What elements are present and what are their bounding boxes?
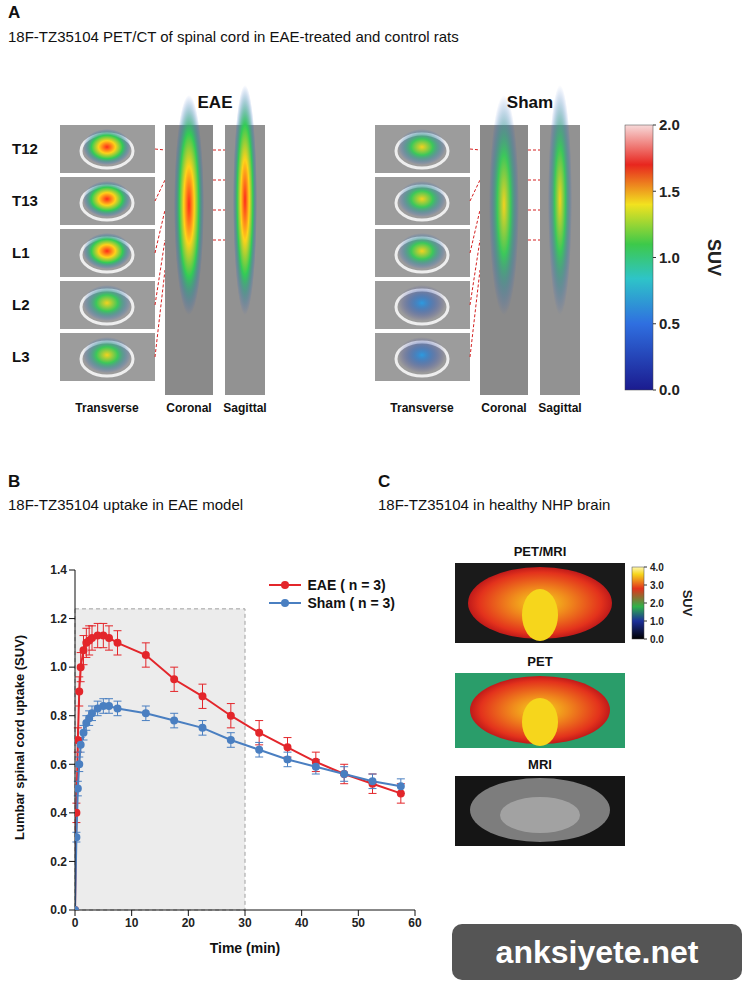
svg-text:PET: PET (527, 654, 552, 669)
svg-text:1.2: 1.2 (50, 612, 67, 626)
svg-text:3.0: 3.0 (650, 580, 664, 591)
svg-text:60: 60 (408, 916, 422, 930)
svg-text:0.0: 0.0 (50, 903, 67, 917)
svg-text:L1: L1 (12, 244, 30, 261)
html-text:18F-TZ35104 uptake in EAE mode: 18F-TZ35104 uptake in EAE model (8, 496, 244, 513)
svg-text:Sham: Sham (507, 93, 553, 112)
svg-text:T13: T13 (12, 192, 38, 209)
svg-text:C: C (378, 472, 390, 491)
svg-text:0.4: 0.4 (50, 806, 67, 820)
svg-text:SUV: SUV (704, 239, 724, 276)
svg-text:L3: L3 (12, 348, 30, 365)
svg-text:SUV: SUV (680, 590, 695, 617)
svg-text:40: 40 (295, 916, 309, 930)
svg-text:0: 0 (72, 916, 79, 930)
svg-text:Sagittal: Sagittal (538, 401, 581, 415)
svg-text:10: 10 (125, 916, 139, 930)
svg-text:2.0: 2.0 (659, 116, 680, 133)
html-text:B: B (8, 472, 21, 491)
svg-text:MRI: MRI (528, 757, 552, 772)
svg-text:0.2: 0.2 (50, 855, 67, 869)
svg-text:1.0: 1.0 (50, 660, 67, 674)
svg-text:50: 50 (352, 916, 366, 930)
svg-text:EAE: EAE (198, 93, 233, 112)
svg-text:A: A (8, 3, 20, 22)
svg-text:30: 30 (238, 916, 252, 930)
svg-text:1.5: 1.5 (659, 183, 680, 200)
svg-text:0.0: 0.0 (650, 634, 664, 645)
svg-text:1.4: 1.4 (50, 563, 67, 577)
svg-text:0.5: 0.5 (659, 315, 680, 332)
svg-text:PET/MRI: PET/MRI (514, 544, 567, 559)
svg-text:1.0: 1.0 (650, 616, 664, 627)
svg-text:Lumbar spinal cord uptake (SUV: Lumbar spinal cord uptake (SUV) (12, 635, 27, 840)
svg-text:1.0: 1.0 (659, 249, 680, 266)
svg-text:0.6: 0.6 (50, 758, 67, 772)
svg-text:Transverse: Transverse (390, 401, 454, 415)
svg-text:Time (min): Time (min) (210, 940, 281, 956)
html-text:anksiyete.net: anksiyete.net (495, 933, 699, 970)
svg-text:0.8: 0.8 (50, 709, 67, 723)
svg-text:L2: L2 (12, 296, 30, 313)
html-text:EAE ( n = 3): EAE ( n = 3) (307, 577, 386, 593)
svg-text:T12: T12 (12, 140, 38, 157)
svg-text:18F-TZ35104 PET/CT of spinal c: 18F-TZ35104 PET/CT of spinal cord in EAE… (8, 28, 459, 45)
svg-text:Sagittal: Sagittal (223, 401, 266, 415)
svg-text:0.0: 0.0 (659, 381, 680, 398)
html-text:Sham ( n = 3): Sham ( n = 3) (307, 595, 395, 611)
svg-text:18F-TZ35104 in healthy NHP bra: 18F-TZ35104 in healthy NHP brain (378, 496, 610, 513)
svg-text:Coronal: Coronal (166, 401, 211, 415)
svg-text:2.0: 2.0 (650, 598, 664, 609)
svg-text:20: 20 (182, 916, 196, 930)
svg-text:Transverse: Transverse (75, 401, 139, 415)
svg-text:Coronal: Coronal (481, 401, 526, 415)
svg-text:4.0: 4.0 (650, 562, 664, 573)
